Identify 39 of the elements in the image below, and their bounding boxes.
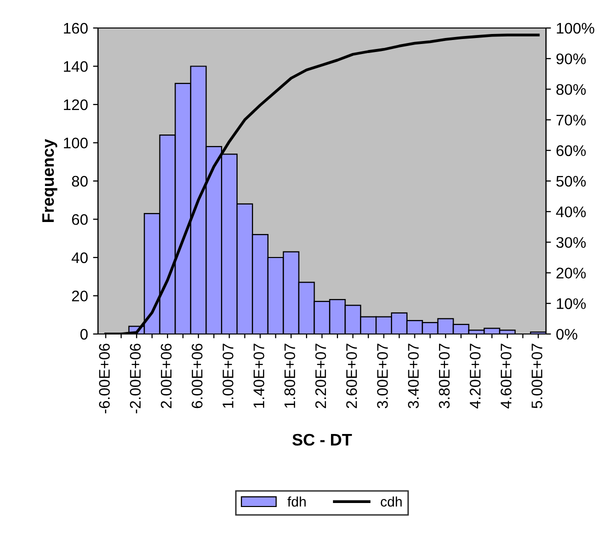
legend-label: cdh (380, 496, 402, 507)
y2-tick-label: 40% (556, 206, 586, 218)
y-tick-label: 160 (64, 22, 88, 34)
y-tick-label: 100 (64, 138, 88, 148)
y2-tick-label: 50% (556, 176, 586, 187)
y-tick-label: 20 (72, 290, 88, 302)
x-tick-label: -2.00E+06 (130, 344, 141, 414)
x-tick-label: 4.20E+07 (470, 344, 481, 409)
x-tick-label: 2.60E+07 (346, 344, 357, 408)
y-axis-title: Frequency (42, 138, 58, 222)
y-tick-label: 60 (72, 214, 88, 225)
y2-tick-label: 90% (556, 53, 586, 64)
x-tick-label: 3.40E+07 (408, 344, 419, 408)
y2-tick-label: 10% (556, 298, 586, 310)
y2-tick-label: 0% (556, 328, 578, 340)
y2-tick-label: 30% (556, 237, 586, 248)
x-tick-label: 4.60E+07 (500, 344, 512, 409)
y-tick-label: 40 (72, 252, 88, 264)
x-tick-label: 1.00E+07 (222, 344, 234, 408)
x-tick-label: 3.80E+07 (438, 344, 450, 408)
y2-tick-label: 70% (556, 114, 586, 126)
x-tick-label: 1.80E+07 (284, 344, 296, 408)
y2-tick-label: 80% (556, 84, 586, 95)
x-tick-label: 3.00E+07 (377, 344, 388, 408)
x-tick-label: 6.00E+06 (192, 344, 203, 408)
y-tick-label: 80 (72, 176, 88, 187)
y2-tick-label: 100% (556, 22, 594, 34)
x-tick-label: 5.00E+07 (532, 344, 542, 408)
y-tick-label: 0 (80, 328, 88, 340)
y-tick-label: 140 (64, 61, 88, 72)
x-axis-title: SC - DT (292, 434, 352, 446)
y2-tick-label: 60% (556, 145, 586, 156)
legend-label: fdh (287, 496, 306, 507)
x-tick-label: 2.20E+07 (315, 344, 326, 408)
x-tick-label: 2.00E+06 (160, 344, 172, 408)
y-tick-label: 120 (64, 99, 88, 110)
x-tick-label: -6.00E+06 (99, 344, 110, 414)
x-tick-label: 1.40E+07 (253, 344, 264, 408)
y2-tick-label: 20% (556, 268, 586, 278)
